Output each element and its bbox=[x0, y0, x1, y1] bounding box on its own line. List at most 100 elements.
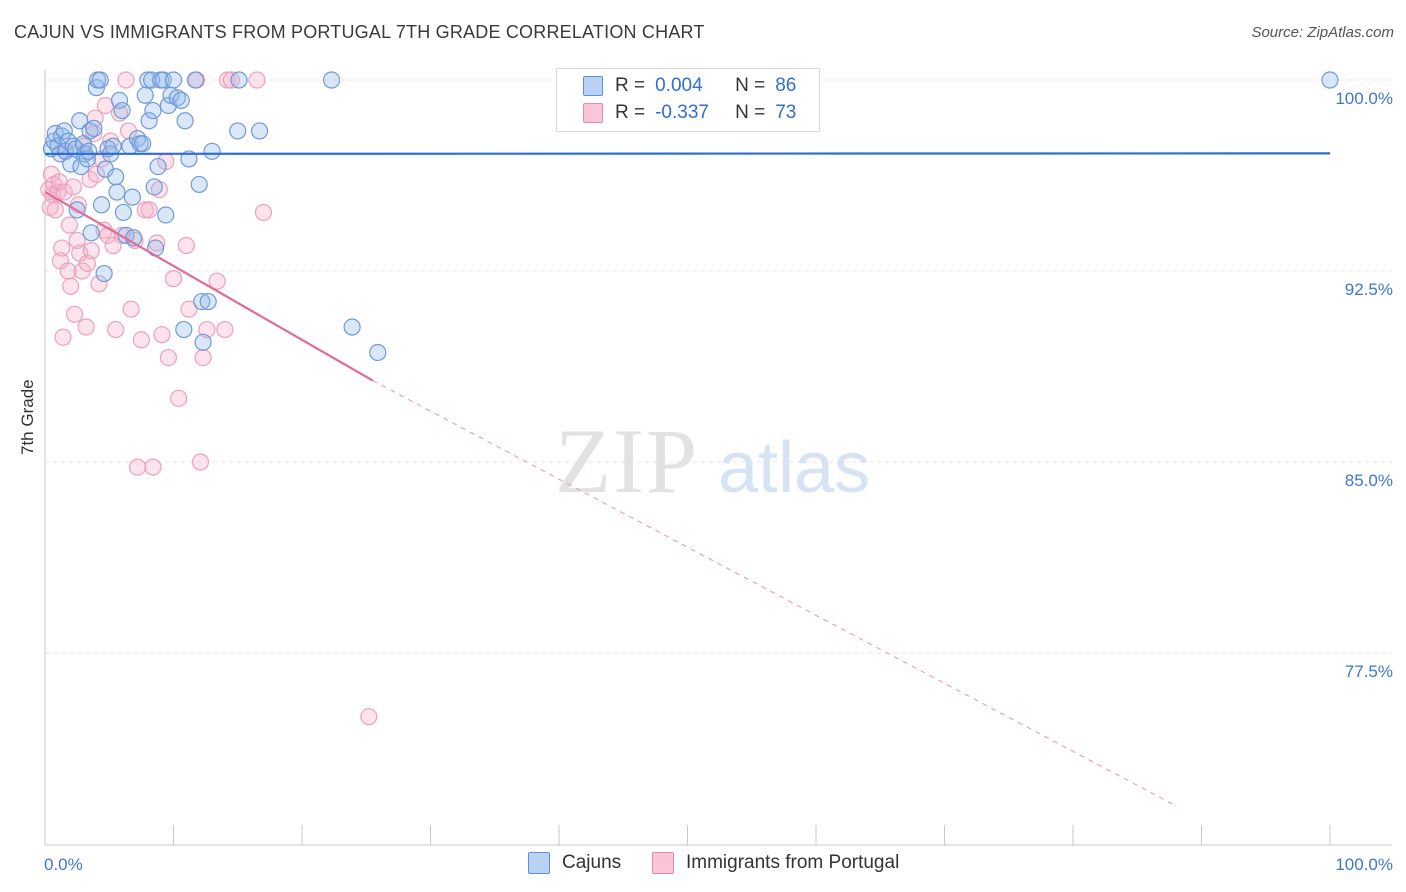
portugal-point bbox=[153, 326, 171, 344]
portugal-point bbox=[54, 328, 72, 346]
legend-row-cajuns: R = 0.004 N = 86 bbox=[583, 73, 796, 99]
portugal-point bbox=[180, 300, 198, 318]
legend-item-portugal[interactable]: Immigrants from Portugal bbox=[652, 852, 899, 874]
portugal-legend-swatch bbox=[652, 852, 674, 874]
cajun-point bbox=[136, 86, 154, 104]
cajun-point bbox=[157, 206, 175, 224]
legend-row-portugal: R = -0.337 N = 73 bbox=[583, 100, 796, 126]
cajun-point bbox=[55, 122, 73, 140]
watermark-zip: ZIP bbox=[555, 410, 699, 512]
portugal-point bbox=[46, 201, 64, 219]
portugal-point bbox=[144, 458, 162, 476]
portugal-point bbox=[60, 216, 79, 234]
cajun-point bbox=[92, 196, 111, 214]
cajun-points bbox=[42, 71, 1339, 362]
portugal-points bbox=[40, 71, 378, 726]
cajun-point bbox=[203, 142, 221, 160]
cajun-point bbox=[145, 178, 163, 196]
y-tick-label: 92.5% bbox=[1345, 280, 1393, 299]
cajun-point bbox=[113, 101, 131, 120]
cajuns-legend-swatch bbox=[528, 852, 550, 874]
cajun-point bbox=[114, 203, 132, 222]
cajuns-swatch bbox=[583, 76, 603, 96]
portugal-point bbox=[110, 104, 129, 122]
portugal-r-value: -0.337 bbox=[655, 102, 709, 123]
cajun-point bbox=[322, 71, 341, 89]
cajun-point bbox=[164, 71, 183, 89]
cajun-point bbox=[250, 122, 269, 140]
watermark-atlas: atlas bbox=[718, 428, 870, 508]
portugal-n-value: 73 bbox=[775, 102, 797, 123]
cajuns-legend-label: Cajuns bbox=[562, 852, 622, 873]
cajun-point bbox=[62, 155, 80, 173]
cajun-point bbox=[108, 183, 126, 201]
portugal-point bbox=[360, 708, 378, 726]
portugal-point bbox=[208, 272, 226, 290]
portugal-point bbox=[77, 318, 95, 336]
portugal-point bbox=[198, 320, 216, 339]
cajun-point bbox=[343, 318, 361, 336]
cajun-point bbox=[175, 320, 193, 339]
portugal-point bbox=[191, 453, 210, 471]
portugal-point bbox=[159, 348, 177, 367]
trend-lines bbox=[44, 152, 1331, 807]
portugal-point bbox=[164, 270, 183, 288]
portugal-point bbox=[92, 150, 111, 168]
portugal-point bbox=[78, 254, 97, 272]
cajun-point bbox=[369, 343, 387, 362]
cajun-point bbox=[71, 112, 89, 130]
y-tick-label: 100.0% bbox=[1335, 89, 1393, 108]
cajun-point bbox=[229, 122, 247, 140]
cajun-point bbox=[110, 91, 129, 109]
portugal-point bbox=[194, 348, 212, 367]
cajun-point bbox=[146, 239, 165, 257]
source-label: Source: ZipAtlas.com bbox=[1251, 24, 1394, 41]
portugal-point bbox=[65, 305, 84, 323]
cajun-point bbox=[134, 135, 152, 153]
cajun-point bbox=[149, 157, 167, 176]
portugal-point bbox=[68, 231, 86, 250]
r-label: R = bbox=[615, 75, 646, 96]
portugal-point bbox=[87, 165, 106, 183]
grid-lines bbox=[45, 79, 1392, 654]
portugal-point bbox=[140, 201, 158, 219]
x-tick-label: 100.0% bbox=[1335, 855, 1393, 874]
portugal-point bbox=[128, 458, 147, 476]
portugal-point bbox=[177, 236, 195, 255]
cajun-point bbox=[140, 112, 158, 130]
cajun-point bbox=[95, 264, 113, 283]
cajun-point bbox=[107, 168, 125, 186]
portugal-point bbox=[254, 203, 273, 222]
portugal-point bbox=[62, 277, 80, 295]
cajun-point bbox=[193, 292, 211, 311]
cajun-point bbox=[1321, 71, 1339, 89]
cajun-point bbox=[180, 150, 198, 168]
portugal-trend-line bbox=[44, 191, 374, 382]
portugal-point bbox=[136, 201, 154, 219]
correlation-legend: R = 0.004 N = 86 R = -0.337 N = 73 bbox=[556, 68, 820, 132]
n-label: N = bbox=[735, 75, 766, 96]
portugal-point bbox=[132, 331, 150, 349]
portugal-trend-extension bbox=[372, 379, 1177, 807]
cajun-point bbox=[82, 224, 100, 242]
cajun-point bbox=[230, 71, 248, 89]
cajun-point bbox=[199, 292, 217, 311]
portugal-point bbox=[55, 183, 73, 201]
y-tick-label: 77.5% bbox=[1345, 662, 1393, 681]
portugal-point bbox=[90, 275, 108, 293]
portugal-point bbox=[53, 239, 71, 257]
portugal-point bbox=[248, 71, 266, 89]
cajun-point bbox=[190, 175, 208, 194]
legend-item-cajuns[interactable]: Cajuns bbox=[528, 852, 621, 874]
cajun-point bbox=[186, 71, 204, 89]
tick-labels: 100.0% 92.5% 85.0% 77.5% 0.0% 100.0% bbox=[44, 89, 1393, 874]
bottom-legend: Cajuns Immigrants from Portugal bbox=[0, 852, 1406, 878]
cajuns-n-value: 86 bbox=[775, 75, 797, 96]
cajun-point bbox=[123, 188, 141, 206]
chart-title: CAJUN VS IMMIGRANTS FROM PORTUGAL 7TH GR… bbox=[14, 22, 705, 42]
portugal-point bbox=[82, 242, 100, 260]
n-label: N = bbox=[735, 102, 766, 123]
cajun-point bbox=[91, 71, 109, 89]
cajuns-r-value: 0.004 bbox=[655, 75, 703, 96]
